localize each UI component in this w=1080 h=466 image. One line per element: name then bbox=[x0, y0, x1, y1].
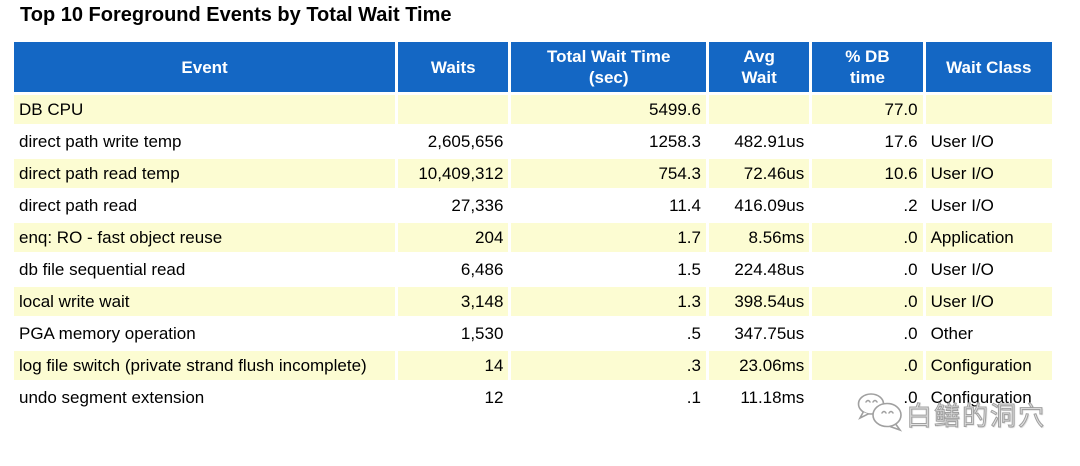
cell-event: db file sequential read bbox=[14, 255, 396, 284]
cell-event: direct path read bbox=[14, 191, 396, 220]
cell-wait_class: User I/O bbox=[925, 287, 1052, 316]
cell-total_wait_time_sec: .3 bbox=[511, 351, 706, 380]
table-row: direct path read temp 10,409,312 754.3 72.4… bbox=[14, 159, 1052, 188]
cell-avg_wait: 8.56ms bbox=[708, 223, 810, 252]
cell-avg_wait: 11.18ms bbox=[708, 383, 810, 412]
cell-waits: 6,486 bbox=[398, 255, 509, 284]
cell-waits: 3,148 bbox=[398, 287, 509, 316]
cell-total_wait_time_sec: 1.7 bbox=[511, 223, 706, 252]
cell-wait_class: Configuration bbox=[925, 383, 1052, 412]
cell-total_wait_time_sec: .5 bbox=[511, 319, 706, 348]
cell-total_wait_time_sec: 1.5 bbox=[511, 255, 706, 284]
table-row: DB CPU 5499.6 77.0 bbox=[14, 95, 1052, 124]
table-row: PGA memory operation 1,530.5 347.75us .0 Oth… bbox=[14, 319, 1052, 348]
cell-event: DB CPU bbox=[14, 95, 396, 124]
cell-pct_db_time: 17.6 bbox=[812, 127, 923, 156]
cell-wait_class: Application bbox=[925, 223, 1052, 252]
table-row: undo segment extension 12.1 11.18ms .0 Confi… bbox=[14, 383, 1052, 412]
table-row: db file sequential read 6,486 1.5 224.48us.… bbox=[14, 255, 1052, 284]
cell-event: undo segment extension bbox=[14, 383, 396, 412]
cell-avg_wait: 72.46us bbox=[708, 159, 810, 188]
cell-event: enq: RO - fast object reuse bbox=[14, 223, 396, 252]
page-title: Top 10 Foreground Events by Total Wait T… bbox=[20, 4, 452, 26]
cell-pct_db_time: 77.0 bbox=[812, 95, 923, 124]
cell-total_wait_time_sec: 11.4 bbox=[511, 191, 706, 220]
cell-pct_db_time: .0 bbox=[812, 383, 923, 412]
cell-waits: 27,336 bbox=[398, 191, 509, 220]
cell-avg_wait: 482.91us bbox=[708, 127, 810, 156]
table-row: direct path write temp 2,605,656 1258.3 482… bbox=[14, 127, 1052, 156]
cell-total_wait_time_sec: 1258.3 bbox=[511, 127, 706, 156]
column-header-wait-class: Wait Class bbox=[925, 42, 1052, 92]
cell-event: direct path write temp bbox=[14, 127, 396, 156]
cell-pct_db_time: .0 bbox=[812, 287, 923, 316]
cell-waits: 2,605,656 bbox=[398, 127, 509, 156]
cell-avg_wait: 398.54us bbox=[708, 287, 810, 316]
cell-total_wait_time_sec: .1 bbox=[511, 383, 706, 412]
cell-avg_wait: 347.75us bbox=[708, 319, 810, 348]
cell-avg_wait: 224.48us bbox=[708, 255, 810, 284]
cell-total_wait_time_sec: 5499.6 bbox=[511, 95, 706, 124]
cell-wait_class: User I/O bbox=[925, 191, 1052, 220]
cell-wait_class: Configuration bbox=[925, 351, 1052, 380]
header-row: Event Waits Total Wait Time (sec) Avg Wa… bbox=[14, 42, 1052, 92]
table-row: enq: RO - fast object reuse 204 1.7 8.56ms.… bbox=[14, 223, 1052, 252]
table-row: log file switch (private strand flush in… bbox=[14, 351, 1052, 380]
table-row: local write wait 3,148 1.3 398.54us .0 User I… bbox=[14, 287, 1052, 316]
cell-pct_db_time: .0 bbox=[812, 255, 923, 284]
column-header-total-wait-time: Total Wait Time (sec) bbox=[511, 42, 706, 92]
cell-event: log file switch (private strand flush in… bbox=[14, 351, 396, 380]
cell-waits: 204 bbox=[398, 223, 509, 252]
cell-event: local write wait bbox=[14, 287, 396, 316]
cell-pct_db_time: .0 bbox=[812, 351, 923, 380]
top10-foreground-events-table: Event Waits Total Wait Time (sec) Avg Wa… bbox=[11, 39, 1055, 415]
table-header: Event Waits Total Wait Time (sec) Avg Wa… bbox=[14, 42, 1052, 92]
cell-wait_class bbox=[925, 95, 1052, 124]
cell-wait_class: User I/O bbox=[925, 255, 1052, 284]
cell-waits: 14 bbox=[398, 351, 509, 380]
cell-waits: 12 bbox=[398, 383, 509, 412]
cell-pct_db_time: 10.6 bbox=[812, 159, 923, 188]
cell-wait_class: Other bbox=[925, 319, 1052, 348]
cell-event: direct path read temp bbox=[14, 159, 396, 188]
cell-waits: 10,409,312 bbox=[398, 159, 509, 188]
cell-waits bbox=[398, 95, 509, 124]
cell-pct_db_time: .0 bbox=[812, 319, 923, 348]
cell-wait_class: User I/O bbox=[925, 159, 1052, 188]
cell-total_wait_time_sec: 1.3 bbox=[511, 287, 706, 316]
cell-total_wait_time_sec: 754.3 bbox=[511, 159, 706, 188]
cell-waits: 1,530 bbox=[398, 319, 509, 348]
column-header-avg-wait: Avg Wait bbox=[708, 42, 810, 92]
column-header-waits: Waits bbox=[398, 42, 509, 92]
column-header-pct-db-time: % DB time bbox=[812, 42, 923, 92]
column-header-event: Event bbox=[14, 42, 396, 92]
cell-avg_wait bbox=[708, 95, 810, 124]
cell-wait_class: User I/O bbox=[925, 127, 1052, 156]
cell-event: PGA memory operation bbox=[14, 319, 396, 348]
cell-avg_wait: 23.06ms bbox=[708, 351, 810, 380]
cell-pct_db_time: .2 bbox=[812, 191, 923, 220]
table-body: DB CPU 5499.6 77.0 direct path write temp 2,… bbox=[14, 95, 1052, 412]
table-row: direct path read 27,336 11.4 416.09us .2 User… bbox=[14, 191, 1052, 220]
cell-pct_db_time: .0 bbox=[812, 223, 923, 252]
cell-avg_wait: 416.09us bbox=[708, 191, 810, 220]
